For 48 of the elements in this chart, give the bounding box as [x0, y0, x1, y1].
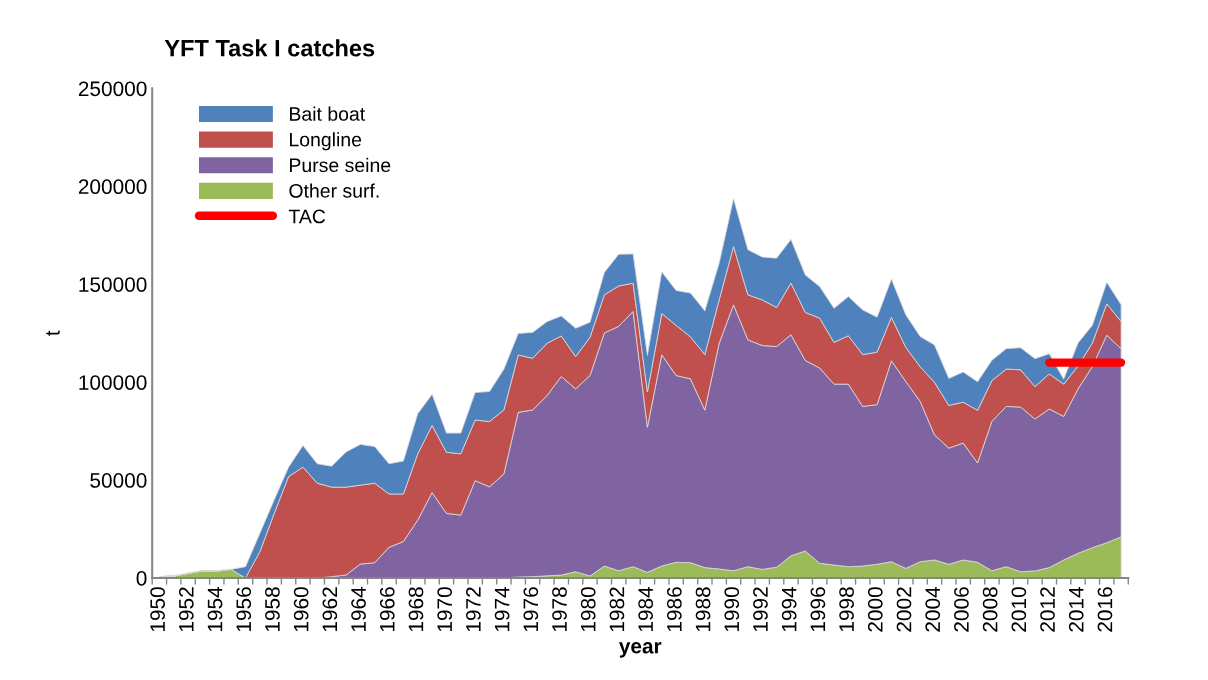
x-tick-label: 1950 — [150, 587, 165, 632]
x-tick-label: 1982 — [609, 587, 625, 632]
x-tick-label: 2014 — [1068, 586, 1084, 632]
x-tick-label: 2016 — [1097, 587, 1113, 632]
x-tick-label: 1960 — [293, 587, 309, 632]
x-tick-label: 1994 — [781, 586, 797, 632]
x-tick-label: 1954 — [207, 586, 223, 632]
x-tick-label: 1998 — [839, 587, 854, 632]
x-tick-label: 1952 — [178, 587, 194, 632]
x-tick-label: 2012 — [1040, 587, 1055, 632]
x-tick-label: 1962 — [322, 587, 338, 632]
x-tick-label: 1956 — [236, 587, 252, 632]
y-tick-label: 100000 — [79, 375, 147, 390]
x-tick-label: 1996 — [810, 587, 826, 632]
y-axis-title: t — [46, 330, 60, 336]
x-tick-label: 1992 — [753, 587, 768, 632]
x-tick-label: 1984 — [638, 586, 654, 632]
y-tick-label: 250000 — [78, 81, 147, 97]
x-axis-title: year — [618, 642, 662, 658]
x-tick-label: 1970 — [437, 587, 453, 632]
x-tick-label: 1978 — [552, 587, 567, 632]
x-tick-label: 1968 — [408, 587, 424, 632]
y-tick-label: 150000 — [79, 277, 147, 292]
x-tick-label: 1966 — [379, 587, 395, 632]
x-tick-label: 2000 — [867, 587, 883, 632]
y-tick-label: 200000 — [78, 179, 147, 195]
x-tick-label: 1964 — [351, 586, 366, 632]
x-tick-label: 1980 — [580, 587, 596, 632]
x-tick-label: 2004 — [925, 586, 941, 632]
legend-label: Longline — [290, 132, 362, 151]
y-tick-label: 50000 — [90, 473, 147, 488]
x-tick-label: 1974 — [494, 586, 510, 632]
x-tick-label: 1958 — [265, 587, 280, 632]
x-tick-label: 2002 — [896, 587, 912, 632]
legend-label: Other surf. — [289, 183, 379, 198]
chart-title: YFT Task I catches — [164, 39, 375, 57]
x-tick-label: 1990 — [724, 587, 740, 632]
legend-label: TAC — [288, 209, 326, 224]
x-tick-label: 1986 — [666, 587, 682, 632]
x-tick-label: 2010 — [1011, 587, 1027, 632]
legend-label: Purse seine — [290, 157, 391, 173]
legend-label: Bait boat — [290, 106, 366, 121]
x-tick-label: 1972 — [466, 587, 481, 632]
x-tick-label: 1988 — [695, 587, 711, 632]
x-tick-label: 2008 — [982, 587, 998, 632]
x-tick-label: 2006 — [954, 587, 969, 632]
y-tick-label: 0 — [136, 571, 147, 586]
x-tick-label: 1976 — [523, 587, 539, 632]
